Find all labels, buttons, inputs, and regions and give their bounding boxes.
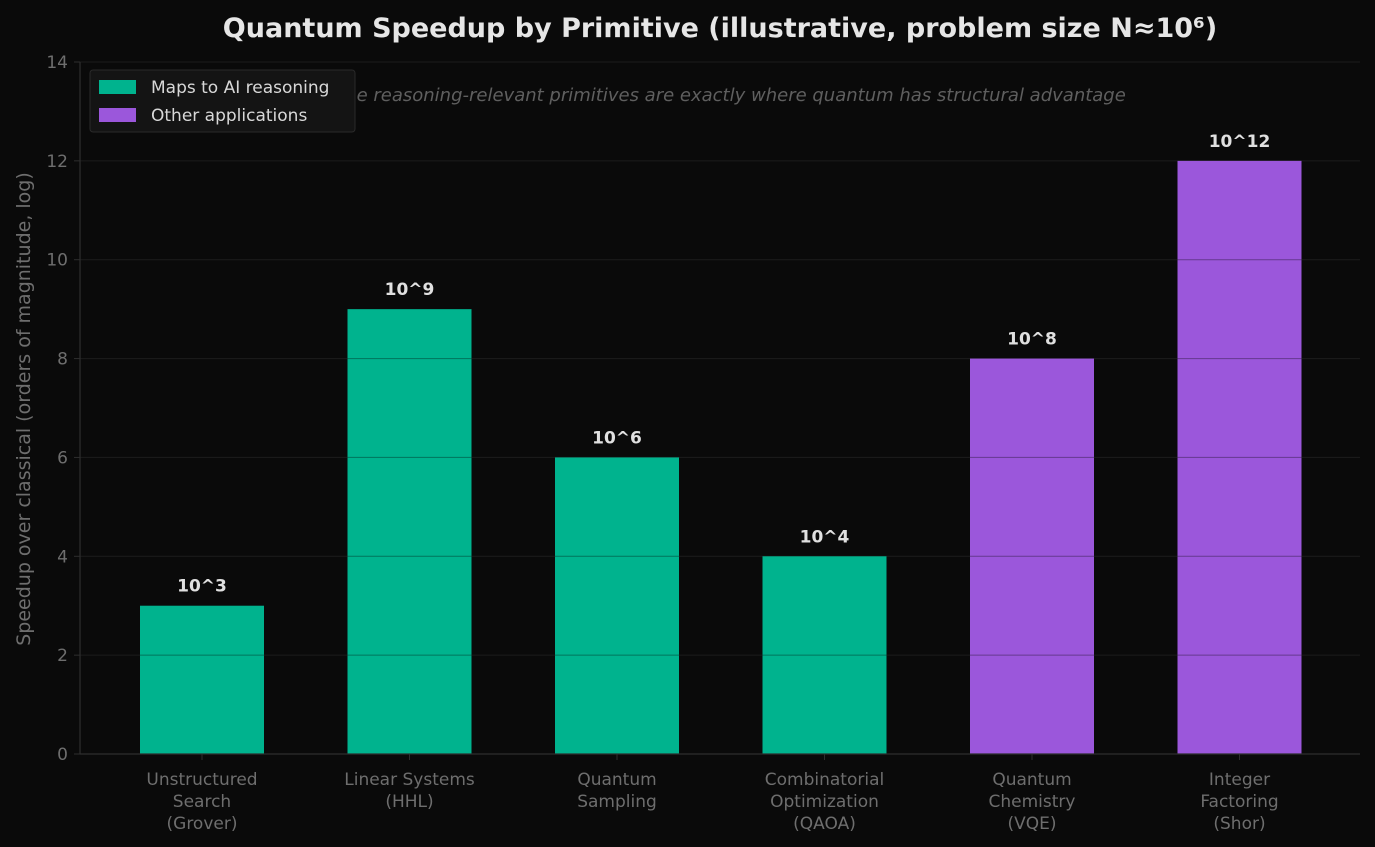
x-tick-label: Quantum Sampling bbox=[577, 770, 657, 812]
bar bbox=[347, 309, 472, 754]
y-tick-label: 2 bbox=[57, 646, 68, 666]
y-tick-label: 14 bbox=[46, 53, 68, 73]
x-tick-label-line: Combinatorial bbox=[765, 770, 884, 790]
legend-box bbox=[89, 69, 356, 133]
x-tick-label: Unstructured Search (Grover) bbox=[146, 770, 257, 834]
x-tick-label-line: Chemistry bbox=[989, 792, 1076, 812]
legend-label: Maps to AI reasoning bbox=[151, 78, 329, 98]
x-tick-label-line: Optimization bbox=[770, 792, 879, 812]
x-tick-label-line: Linear Systems bbox=[344, 770, 475, 790]
x-tick-label-line: Factoring bbox=[1200, 792, 1278, 812]
y-tick-label: 0 bbox=[57, 745, 68, 765]
y-tick-label: 12 bbox=[46, 152, 68, 172]
chart-title: Quantum Speedup by Primitive (illustrati… bbox=[223, 13, 1217, 44]
bar-overlay-grid bbox=[140, 259, 1302, 656]
grid-lines bbox=[80, 61, 1360, 755]
x-tick-labels: Unstructured Search (Grover) Linear Systems… bbox=[146, 770, 1278, 834]
x-tick-label-line: (VQE) bbox=[1007, 814, 1056, 834]
y-tick-label: 6 bbox=[57, 448, 68, 468]
x-tick-label-line: (Shor) bbox=[1213, 814, 1265, 834]
x-tick-label-line: (QAOA) bbox=[793, 814, 856, 834]
data-labels: 10^3 10^9 10^6 10^4 10^8 10^12 bbox=[177, 132, 1270, 597]
axes bbox=[74, 61, 1360, 760]
y-tick-label: 4 bbox=[57, 547, 68, 567]
x-tick-label-line: Sampling bbox=[577, 792, 657, 812]
data-label: 10^4 bbox=[800, 527, 850, 547]
x-tick-label-line: Search bbox=[173, 792, 231, 812]
bar bbox=[970, 358, 1094, 754]
chart-annotation: The reasoning-relevant primitives are ex… bbox=[334, 85, 1126, 106]
x-tick-label: Linear Systems (HHL) bbox=[344, 770, 475, 812]
data-label: 10^9 bbox=[385, 280, 435, 300]
data-label: 10^12 bbox=[1209, 132, 1271, 152]
y-tick-labels: 0 2 4 6 8 10 12 14 bbox=[46, 53, 68, 765]
legend-label: Other applications bbox=[151, 106, 307, 126]
x-tick-label-line: (Grover) bbox=[167, 814, 238, 834]
x-tick-label: Integer Factoring (Shor) bbox=[1200, 770, 1278, 834]
x-tick-label-line: Quantum bbox=[992, 770, 1071, 790]
legend-swatch bbox=[99, 108, 136, 122]
legend: Maps to AI reasoning Other applications bbox=[89, 69, 356, 133]
x-tick-label-line: (HHL) bbox=[385, 792, 433, 812]
x-tick-label-line: Quantum bbox=[577, 770, 656, 790]
y-tick-label: 10 bbox=[46, 251, 68, 271]
x-tick-label-line: Integer bbox=[1209, 770, 1270, 790]
data-label: 10^6 bbox=[592, 428, 642, 448]
bar bbox=[555, 457, 679, 754]
x-tick-label: Quantum Chemistry (VQE) bbox=[989, 770, 1076, 834]
bar bbox=[140, 605, 264, 754]
x-tick-label: Combinatorial Optimization (QAOA) bbox=[765, 770, 884, 834]
bars bbox=[140, 160, 1302, 754]
y-axis-label: Speedup over classical (orders of magnit… bbox=[13, 172, 35, 646]
data-label: 10^3 bbox=[177, 577, 227, 597]
bar bbox=[1177, 160, 1302, 754]
x-tick-label-line: Unstructured bbox=[146, 770, 257, 790]
data-label: 10^8 bbox=[1007, 330, 1057, 350]
legend-swatch bbox=[99, 80, 136, 94]
y-tick-label: 8 bbox=[57, 350, 68, 370]
bar bbox=[762, 556, 887, 754]
